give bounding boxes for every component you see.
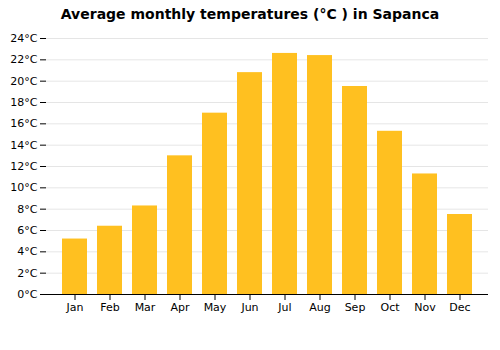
svg-text:4°C: 4°C (17, 245, 37, 258)
svg-text:8°C: 8°C (17, 203, 37, 216)
html-text:Average monthly temperatures (: Average monthly temperatures (°C ) in Sa… (60, 6, 440, 22)
svg-text:16°C: 16°C (10, 117, 37, 130)
svg-text:18°C: 18°C (10, 96, 37, 109)
svg-text:10°C: 10°C (10, 181, 37, 194)
svg-text:0°C: 0°C (17, 288, 37, 301)
svg-text:Oct: Oct (380, 301, 400, 314)
svg-text:Jan: Jan (66, 301, 84, 314)
svg-text:20°C: 20°C (10, 75, 37, 88)
svg-text:2°C: 2°C (17, 267, 37, 280)
svg-text:May: May (204, 301, 227, 314)
svg-text:24°C: 24°C (10, 32, 37, 45)
svg-text:Aug: Aug (309, 301, 330, 314)
svg-text:22°C: 22°C (10, 53, 37, 66)
svg-text:Mar: Mar (135, 301, 156, 314)
svg-text:Apr: Apr (170, 301, 190, 314)
svg-text:14°C: 14°C (10, 139, 37, 152)
svg-text:Jun: Jun (240, 301, 258, 314)
svg-text:Jul: Jul (277, 301, 291, 314)
svg-text:Dec: Dec (449, 301, 470, 314)
svg-text:12°C: 12°C (10, 160, 37, 173)
svg-text:Feb: Feb (100, 301, 119, 314)
svg-text:6°C: 6°C (17, 224, 37, 237)
svg-text:Sep: Sep (345, 301, 366, 314)
svg-text:Nov: Nov (414, 301, 436, 314)
